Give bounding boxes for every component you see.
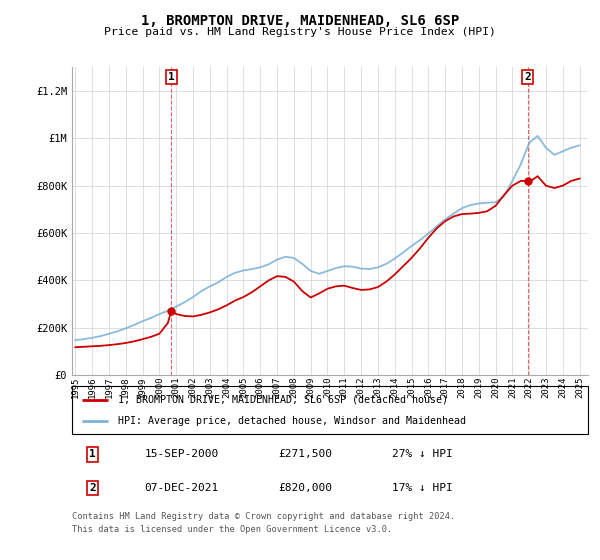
Text: This data is licensed under the Open Government Licence v3.0.: This data is licensed under the Open Gov… [72, 525, 392, 534]
Text: 1: 1 [168, 72, 175, 82]
Text: 15-SEP-2000: 15-SEP-2000 [144, 449, 218, 459]
Text: 07-DEC-2021: 07-DEC-2021 [144, 483, 218, 493]
Text: 2: 2 [524, 72, 531, 82]
Text: Contains HM Land Registry data © Crown copyright and database right 2024.: Contains HM Land Registry data © Crown c… [72, 512, 455, 521]
Text: 1, BROMPTON DRIVE, MAIDENHEAD, SL6 6SP (detached house): 1, BROMPTON DRIVE, MAIDENHEAD, SL6 6SP (… [118, 395, 448, 405]
Text: 27% ↓ HPI: 27% ↓ HPI [392, 449, 452, 459]
Text: 17% ↓ HPI: 17% ↓ HPI [392, 483, 452, 493]
Text: £820,000: £820,000 [278, 483, 332, 493]
Text: Price paid vs. HM Land Registry's House Price Index (HPI): Price paid vs. HM Land Registry's House … [104, 27, 496, 37]
Text: 1, BROMPTON DRIVE, MAIDENHEAD, SL6 6SP: 1, BROMPTON DRIVE, MAIDENHEAD, SL6 6SP [141, 14, 459, 28]
Text: 1: 1 [89, 449, 96, 459]
Text: HPI: Average price, detached house, Windsor and Maidenhead: HPI: Average price, detached house, Wind… [118, 416, 466, 426]
Text: £271,500: £271,500 [278, 449, 332, 459]
Text: 2: 2 [89, 483, 96, 493]
